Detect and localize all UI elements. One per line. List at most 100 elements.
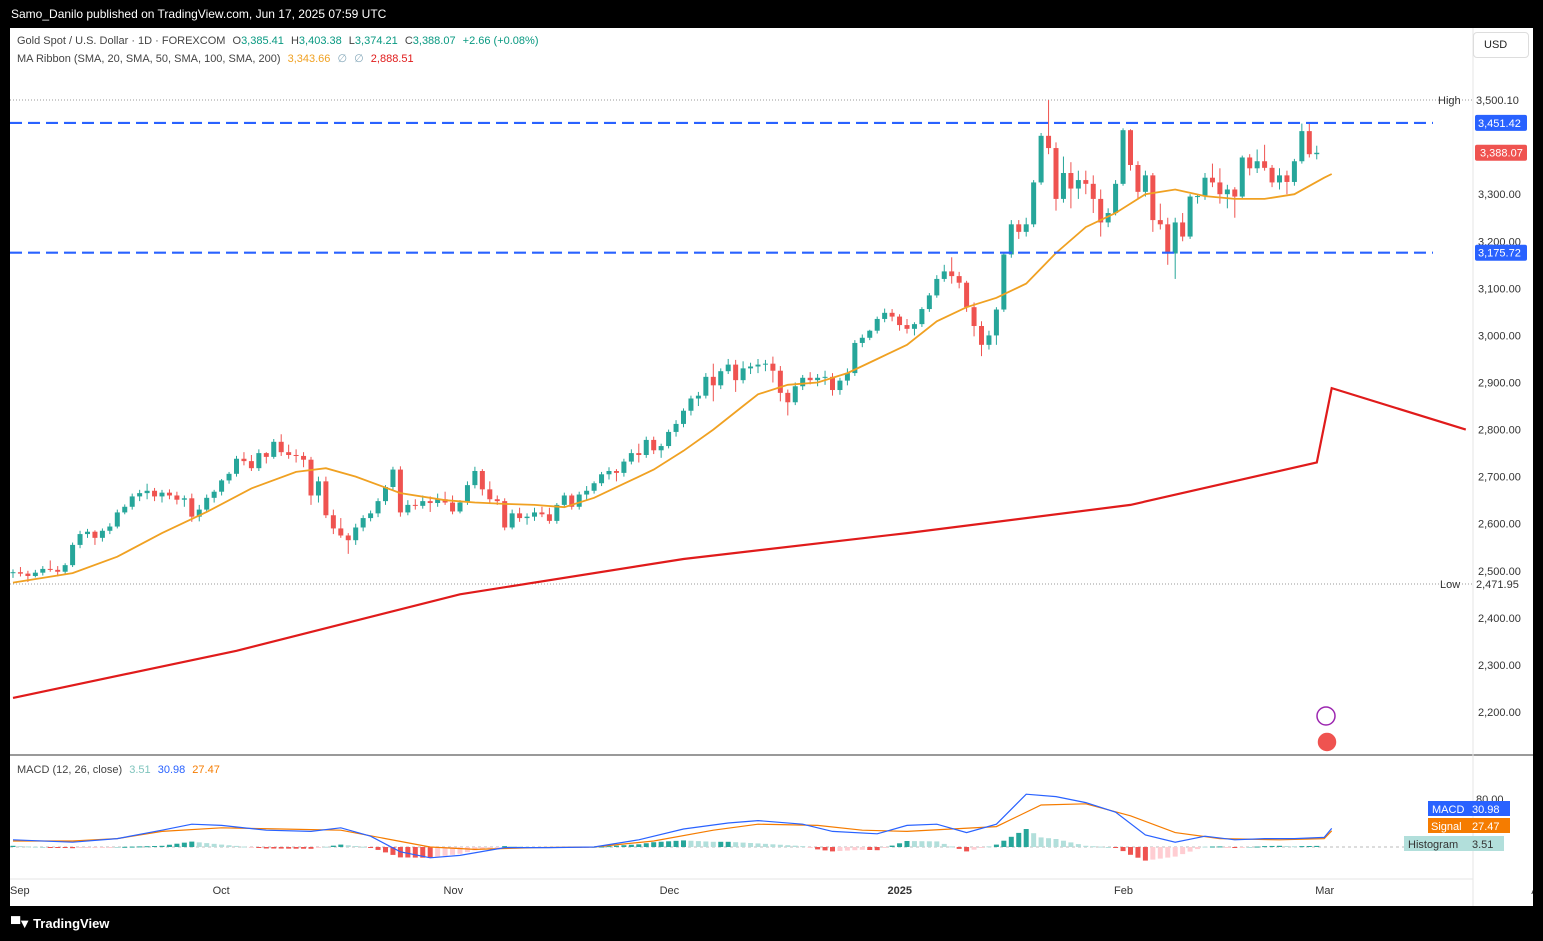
price-tick-label: 2,900.00 xyxy=(1478,377,1521,389)
macd-histogram-bar xyxy=(1187,847,1193,852)
legend-low: 3,374.21 xyxy=(354,35,398,47)
candle-body xyxy=(770,363,776,371)
macd-histogram-bar xyxy=(785,845,791,847)
symbol-legend: Gold Spot / U.S. Dollar · 1D · FOREXCOM … xyxy=(17,35,539,47)
candle-body xyxy=(1314,152,1320,155)
candle-body xyxy=(1306,131,1312,155)
macd-histogram-bar xyxy=(204,843,210,847)
price-chart[interactable]: 3,300.003,200.003,100.003,000.002,900.00… xyxy=(10,28,1533,906)
macd-histogram-bar xyxy=(673,840,679,847)
macd-histogram-bar xyxy=(1247,847,1253,848)
macd-histogram-bar xyxy=(807,847,813,848)
tradingview-brand: TradingView xyxy=(33,916,110,931)
candle-body xyxy=(1299,131,1305,162)
candle-body xyxy=(301,455,307,460)
candle-body xyxy=(1008,224,1014,255)
macd-histogram-bar xyxy=(904,841,910,847)
candle-body xyxy=(777,370,783,393)
macd-histogram-bar xyxy=(137,846,143,848)
macd-histogram-bar xyxy=(1142,847,1148,861)
candle-body xyxy=(472,470,478,486)
macd-histogram-bar xyxy=(919,841,925,847)
ma20-value: 3,343.66 xyxy=(287,53,331,65)
macd-histogram-bar xyxy=(1239,847,1245,848)
tradingview-logo[interactable]: ▀▼ TradingView xyxy=(11,916,109,931)
macd-histogram-bar xyxy=(703,841,709,847)
time-axis-label: Sep xyxy=(10,885,30,897)
macd-histogram-bar xyxy=(1165,847,1171,858)
candle-body xyxy=(911,324,917,329)
hist-tag-value: 3.51 xyxy=(1472,839,1493,851)
candle-body xyxy=(904,325,910,329)
time-axis-label: Feb xyxy=(1114,885,1133,897)
macd-histogram-bar xyxy=(271,847,277,849)
candle-body xyxy=(435,499,441,504)
macd-histogram-bar xyxy=(293,847,299,849)
legend-close: 3,388.07 xyxy=(412,35,456,47)
candle-body xyxy=(85,531,90,535)
candle-body xyxy=(40,568,46,573)
macd-histogram-bar xyxy=(755,843,761,847)
candle-body xyxy=(360,518,366,528)
candle-body xyxy=(673,423,679,432)
macd-histogram-bar xyxy=(479,847,485,850)
macd-histogram-bar xyxy=(129,846,135,848)
candle-body xyxy=(785,392,791,403)
macd-histogram-bar xyxy=(308,847,314,849)
macd-histogram-bar xyxy=(1083,845,1089,847)
macd-histogram-bar xyxy=(1031,833,1037,847)
macd-histogram-bar xyxy=(211,843,217,847)
price-tick-label: 2,700.00 xyxy=(1478,472,1521,484)
macd-histogram-bar xyxy=(226,845,232,847)
candle-body xyxy=(1269,167,1275,183)
macd-histogram-bar xyxy=(941,843,947,847)
macd-histogram-bar xyxy=(1195,847,1201,850)
candle-body xyxy=(606,470,612,475)
candle-body xyxy=(695,395,701,399)
macd-histogram-bar xyxy=(92,847,98,848)
candle-body xyxy=(1254,161,1260,169)
macd-histogram-bar xyxy=(1053,839,1059,847)
candle-body xyxy=(92,531,98,538)
macd-histogram-bar xyxy=(1284,846,1290,847)
candle-body xyxy=(77,534,83,545)
macd-histogram-bar xyxy=(509,846,515,848)
macd-histogram-bar xyxy=(1016,832,1022,847)
candle-body xyxy=(733,364,739,381)
candle-body xyxy=(293,454,299,456)
candle-body xyxy=(539,512,545,515)
candle-body xyxy=(122,506,128,513)
macd-histogram-bar xyxy=(17,846,23,848)
currency-button[interactable]: USD xyxy=(1473,32,1529,58)
macd-histogram-bar xyxy=(166,844,172,847)
macd-value: 30.98 xyxy=(157,764,186,776)
candle-body xyxy=(464,485,470,503)
candle-body xyxy=(1023,224,1029,232)
macd-histogram-bar xyxy=(412,847,418,858)
candle-body xyxy=(107,526,113,531)
macd-histogram-bar xyxy=(867,847,873,850)
price-tick-label: 3,000.00 xyxy=(1478,330,1521,342)
candle-body xyxy=(919,309,925,325)
candle-body xyxy=(1083,180,1089,184)
chart-frame[interactable]: 3,300.00 3,200.00 3,100.00 3,000.00 2,900.00… xyxy=(10,28,1533,906)
candle-body xyxy=(807,377,813,381)
candle-body xyxy=(949,271,955,277)
macd-histogram-bar xyxy=(1023,829,1029,847)
candle-body xyxy=(800,377,806,387)
candle-body xyxy=(248,461,254,469)
macd-histogram-bar xyxy=(613,845,619,847)
macd-histogram-bar xyxy=(442,847,448,856)
macd-histogram-bar xyxy=(710,841,716,847)
macd-histogram-bar xyxy=(949,846,955,848)
candle-body xyxy=(323,481,329,516)
candle-body xyxy=(740,368,746,381)
ma100-empty: ∅ xyxy=(354,53,364,65)
candle-body xyxy=(718,371,724,386)
candle-body xyxy=(561,495,567,505)
candle-body xyxy=(196,509,202,517)
macd-histogram-bar xyxy=(450,847,456,855)
macd-histogram-bar xyxy=(822,847,828,851)
candle-body xyxy=(315,481,321,496)
candle-body xyxy=(226,473,232,481)
